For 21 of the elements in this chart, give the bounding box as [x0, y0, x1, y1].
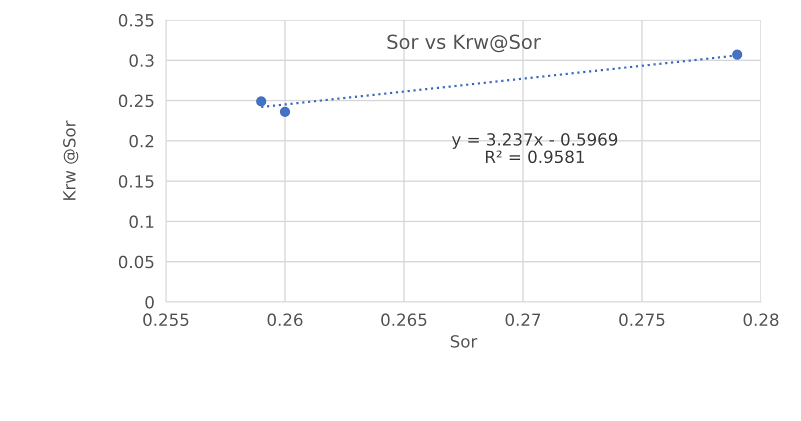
y-tick-label: 0	[145, 296, 154, 309]
x-tick-label: 0.275	[619, 313, 664, 326]
y-tick-label: 0.2	[129, 134, 154, 148]
y-tick-label: 0.15	[118, 175, 154, 188]
y-tick-label: 0.35	[118, 14, 154, 27]
text: Sor vs Krw@Sor	[388, 34, 541, 52]
annotation: y = 3.237x - 0.5969 R² = 0.9581	[452, 133, 618, 164]
x-tick-label: 0.28	[744, 313, 778, 326]
point	[256, 96, 266, 106]
x-tick-label: 0.255	[143, 313, 188, 326]
x-tick-label: 0.265	[381, 313, 426, 326]
x-axis-title: Sor	[450, 335, 478, 348]
point	[732, 50, 742, 60]
x-tick-label: 0.27	[506, 313, 540, 326]
y-tick-label: 0.1	[129, 215, 154, 228]
y-tick-label: 0.05	[118, 256, 154, 268]
point	[280, 106, 290, 117]
x-tick-label: 0.26	[268, 313, 303, 326]
y-axis-title: Krw @Sor	[63, 120, 78, 200]
y-tick-label: 0.25	[118, 94, 154, 108]
y-tick-label: 0.3	[129, 54, 154, 67]
